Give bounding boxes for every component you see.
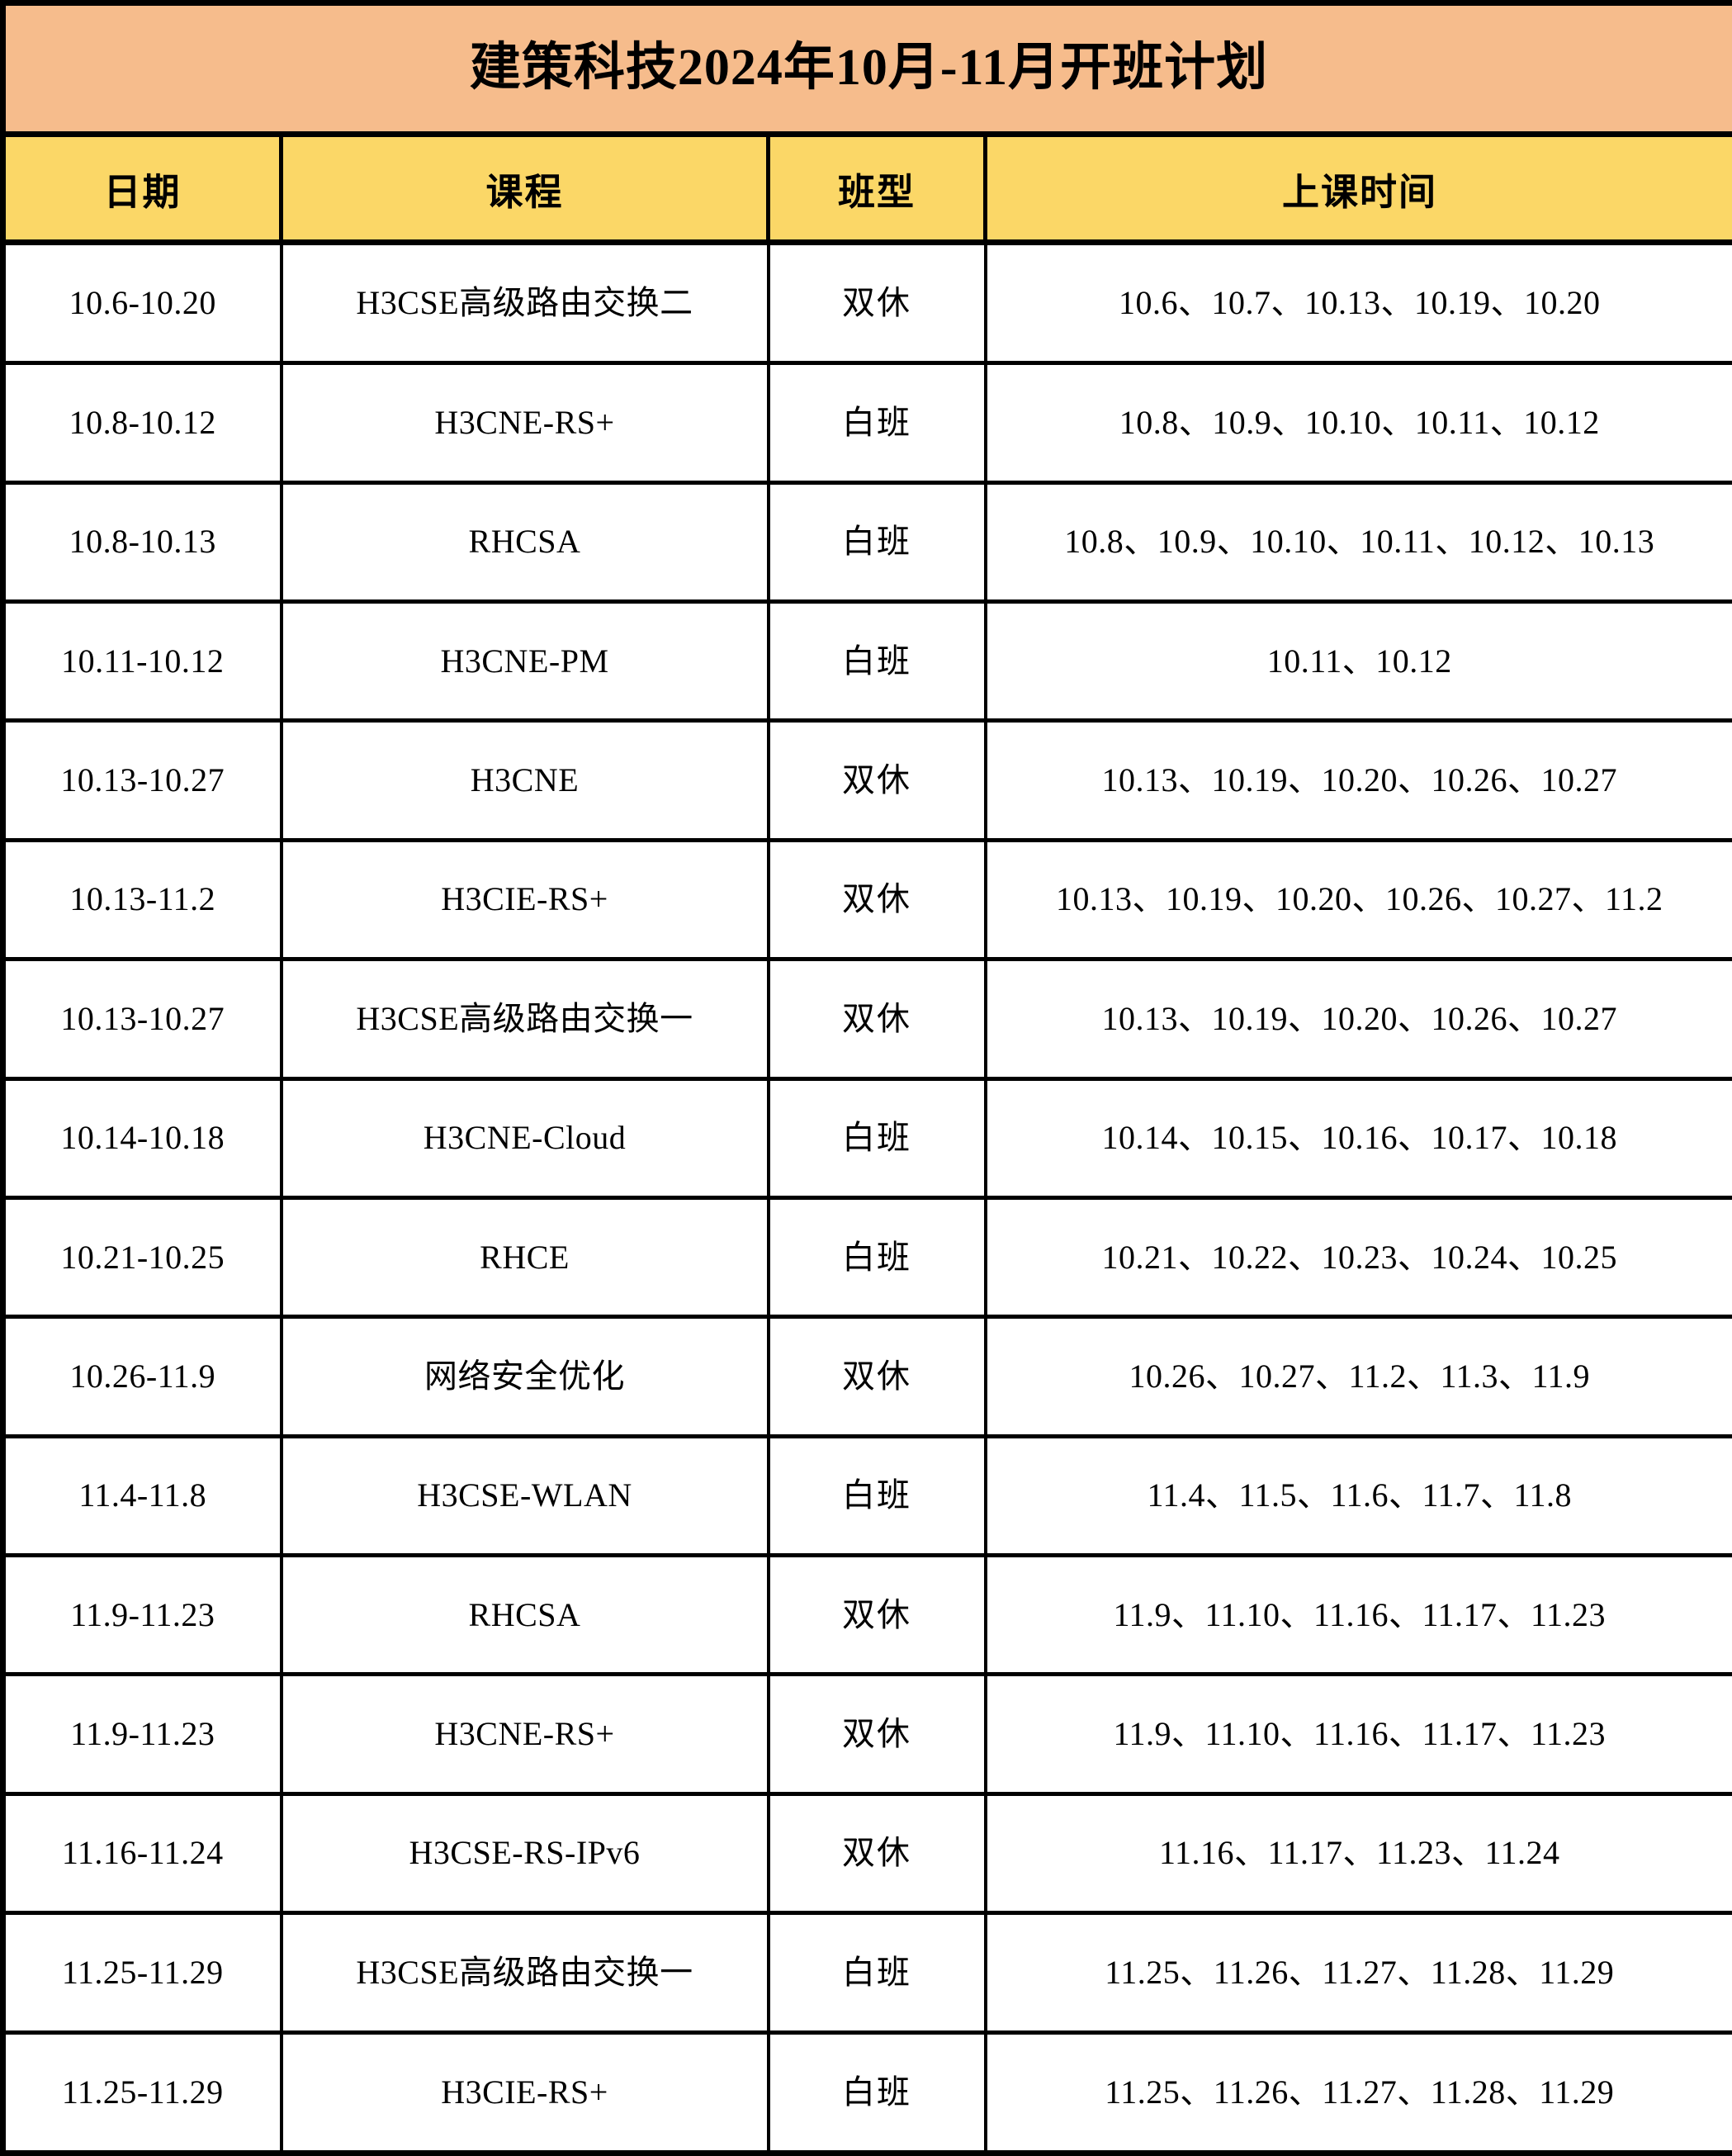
cell-times: 10.21、10.22、10.23、10.24、10.25 (985, 1197, 1732, 1320)
cell-times: 11.9、11.10、11.16、11.17、11.23 (985, 1674, 1732, 1796)
cell-date: 10.26-11.9 (2, 1316, 283, 1438)
cell-date: 10.11-10.12 (2, 601, 283, 723)
table-row: 11.16-11.24 H3CSE-RS-IPv6 双休 11.16、11.17… (2, 1794, 1732, 1916)
cell-type: 白班 (768, 362, 987, 485)
table-row: 10.8-10.13 RHCSA 白班 10.8、10.9、10.10、10.1… (2, 482, 1732, 604)
cell-date: 11.9-11.23 (2, 1674, 283, 1796)
cell-date: 11.16-11.24 (2, 1794, 283, 1916)
cell-type: 双休 (768, 1674, 987, 1796)
cell-date: 11.25-11.29 (2, 2032, 283, 2154)
column-header-date-label: 日期 (103, 171, 182, 213)
cell-date: 11.4-11.8 (2, 1436, 283, 1558)
cell-date: 10.21-10.25 (2, 1197, 283, 1320)
cell-type: 双休 (768, 1794, 987, 1916)
cell-date: 10.13-10.27 (2, 720, 283, 842)
table-row: 10.8-10.12 H3CNE-RS+ 白班 10.8、10.9、10.10、… (2, 362, 1732, 485)
cell-date: 10.13-11.2 (2, 840, 283, 962)
title-cell: 建策科技2024年10月-11月开班计划 (2, 2, 1732, 137)
cell-date: 11.9-11.23 (2, 1555, 283, 1677)
cell-type: 白班 (768, 1912, 987, 2035)
cell-times: 11.25、11.26、11.27、11.28、11.29 (985, 2032, 1732, 2154)
cell-times: 10.13、10.19、10.20、10.26、10.27 (985, 959, 1732, 1081)
cell-course: H3CSE-WLAN (281, 1436, 770, 1558)
cell-date: 10.8-10.12 (2, 362, 283, 485)
table-row: 11.9-11.23 RHCSA 双休 11.9、11.10、11.16、11.… (2, 1555, 1732, 1677)
cell-date: 10.6-10.20 (2, 242, 283, 366)
cell-times: 10.6、10.7、10.13、10.19、10.20 (985, 242, 1732, 366)
table-row: 10.26-11.9 网络安全优化 双休 10.26、10.27、11.2、11… (2, 1316, 1732, 1438)
cell-course: RHCSA (281, 482, 770, 604)
cell-course: H3CIE-RS+ (281, 2032, 770, 2154)
column-header-type-label: 班型 (837, 171, 916, 213)
cell-course: H3CNE-RS+ (281, 362, 770, 485)
table-row: 10.13-11.2 H3CIE-RS+ 双休 10.13、10.19、10.2… (2, 840, 1732, 962)
cell-times: 10.13、10.19、10.20、10.26、10.27、11.2 (985, 840, 1732, 962)
column-header-course: 课程 (281, 134, 770, 245)
column-header-times-label: 上课时间 (1282, 171, 1438, 213)
cell-course: H3CSE高级路由交换一 (281, 1912, 770, 2035)
table-row: 10.13-10.27 H3CNE 双休 10.13、10.19、10.20、1… (2, 720, 1732, 842)
table-row: 10.13-10.27 H3CSE高级路由交换一 双休 10.13、10.19、… (2, 959, 1732, 1081)
cell-type: 双休 (768, 242, 987, 366)
table-row: 11.4-11.8 H3CSE-WLAN 白班 11.4、11.5、11.6、1… (2, 1436, 1732, 1558)
table-row: 11.9-11.23 H3CNE-RS+ 双休 11.9、11.10、11.16… (2, 1674, 1732, 1796)
page-title: 建策科技2024年10月-11月开班计划 (469, 40, 1269, 97)
column-header-course-label: 课程 (485, 171, 564, 213)
cell-course: RHCE (281, 1197, 770, 1320)
cell-type: 双休 (768, 959, 987, 1081)
cell-course: RHCSA (281, 1555, 770, 1677)
table-row: 10.11-10.12 H3CNE-PM 白班 10.11、10.12 (2, 601, 1732, 723)
cell-type: 双休 (768, 720, 987, 842)
cell-times: 10.11、10.12 (985, 601, 1732, 723)
cell-times: 10.8、10.9、10.10、10.11、10.12 (985, 362, 1732, 485)
cell-date: 10.14-10.18 (2, 1078, 283, 1200)
cell-type: 双休 (768, 1316, 987, 1438)
cell-times: 10.8、10.9、10.10、10.11、10.12、10.13 (985, 482, 1732, 604)
cell-type: 白班 (768, 482, 987, 604)
cell-date: 10.13-10.27 (2, 959, 283, 1081)
cell-course: H3CSE-RS-IPv6 (281, 1794, 770, 1916)
cell-course: 网络安全优化 (281, 1316, 770, 1438)
cell-times: 10.14、10.15、10.16、10.17、10.18 (985, 1078, 1732, 1200)
cell-times: 11.4、11.5、11.6、11.7、11.8 (985, 1436, 1732, 1558)
table-row: 10.21-10.25 RHCE 白班 10.21、10.22、10.23、10… (2, 1197, 1732, 1320)
table-row: 11.25-11.29 H3CSE高级路由交换一 白班 11.25、11.26、… (2, 1912, 1732, 2035)
table-row: 10.14-10.18 H3CNE-Cloud 白班 10.14、10.15、1… (2, 1078, 1732, 1200)
column-header-times: 上课时间 (985, 134, 1732, 245)
cell-date: 10.8-10.13 (2, 482, 283, 604)
cell-course: H3CSE高级路由交换一 (281, 959, 770, 1081)
cell-type: 白班 (768, 1436, 987, 1558)
column-header-row: 日期 课程 班型 上课时间 (2, 134, 1732, 245)
cell-type: 白班 (768, 1197, 987, 1320)
cell-type: 白班 (768, 2032, 987, 2154)
table-row: 10.6-10.20 H3CSE高级路由交换二 双休 10.6、10.7、10.… (2, 242, 1732, 366)
cell-course: H3CNE-RS+ (281, 1674, 770, 1796)
cell-type: 白班 (768, 1078, 987, 1200)
cell-course: H3CNE-Cloud (281, 1078, 770, 1200)
column-header-date: 日期 (2, 134, 283, 245)
cell-course: H3CIE-RS+ (281, 840, 770, 962)
cell-times: 10.13、10.19、10.20、10.26、10.27 (985, 720, 1732, 842)
cell-times: 10.26、10.27、11.2、11.3、11.9 (985, 1316, 1732, 1438)
cell-type: 双休 (768, 840, 987, 962)
cell-times: 11.25、11.26、11.27、11.28、11.29 (985, 1912, 1732, 2035)
cell-course: H3CNE (281, 720, 770, 842)
cell-date: 11.25-11.29 (2, 1912, 283, 2035)
cell-type: 白班 (768, 601, 987, 723)
cell-times: 11.9、11.10、11.16、11.17、11.23 (985, 1555, 1732, 1677)
cell-course: H3CNE-PM (281, 601, 770, 723)
table-row: 11.25-11.29 H3CIE-RS+ 白班 11.25、11.26、11.… (2, 2032, 1732, 2154)
title-row: 建策科技2024年10月-11月开班计划 (2, 2, 1732, 137)
cell-course: H3CSE高级路由交换二 (281, 242, 770, 366)
cell-type: 双休 (768, 1555, 987, 1677)
column-header-type: 班型 (768, 134, 987, 245)
cell-times: 11.16、11.17、11.23、11.24 (985, 1794, 1732, 1916)
